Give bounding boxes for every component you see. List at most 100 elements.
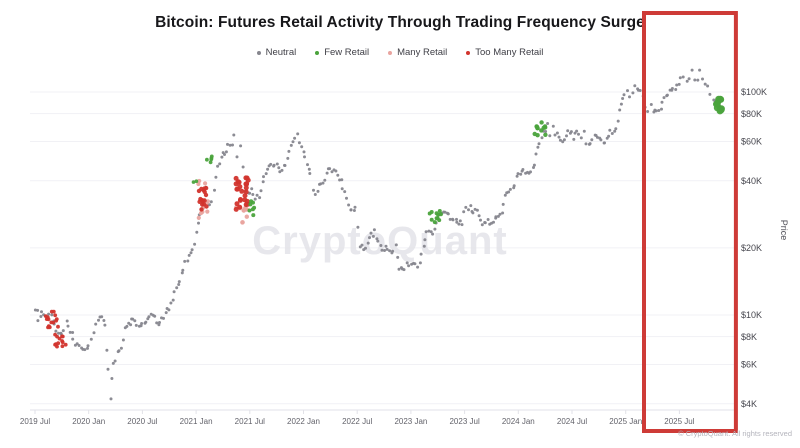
too-many-dot xyxy=(43,314,48,318)
y-tick-label: $6K xyxy=(741,360,757,370)
few-dot xyxy=(543,132,548,137)
neutral-dot xyxy=(293,136,297,140)
neutral-dot xyxy=(328,167,332,171)
neutral-dot xyxy=(384,244,388,248)
neutral-dot xyxy=(540,136,544,140)
neutral-dot xyxy=(187,253,191,257)
neutral-dot xyxy=(89,337,93,341)
neutral-dot xyxy=(610,132,614,135)
neutral-dot xyxy=(670,87,674,90)
too-many-dot xyxy=(54,342,58,347)
neutral-dot xyxy=(319,182,323,186)
neutral-dot xyxy=(162,316,165,320)
neutral-dot xyxy=(616,119,620,123)
neutral-dot xyxy=(275,162,279,166)
few-dot xyxy=(535,125,540,131)
neutral-dot xyxy=(501,202,505,206)
neutral-dot xyxy=(618,108,622,112)
many-dot xyxy=(241,208,247,213)
legend-item-many[interactable]: Many Retail xyxy=(388,47,447,58)
neutral-dot xyxy=(347,203,351,207)
neutral-dot xyxy=(258,196,262,200)
neutral-dot xyxy=(71,331,75,334)
few-dot xyxy=(251,200,255,205)
neutral-dot xyxy=(266,167,270,171)
few-dot xyxy=(535,133,540,138)
legend-item-too-many[interactable]: Too Many Retail xyxy=(466,47,543,58)
neutral-dot xyxy=(296,132,300,136)
few-dot xyxy=(539,120,544,125)
neutral-dot xyxy=(175,286,179,290)
too-many-dot xyxy=(203,192,209,198)
neutral-dot xyxy=(467,208,470,212)
neutral-dot xyxy=(508,187,512,191)
x-tick-label: 2023 Jan xyxy=(394,417,427,426)
neutral-dot xyxy=(235,155,239,159)
x-tick-label: 2021 Jul xyxy=(235,417,265,426)
neutral-dot xyxy=(471,211,475,215)
neutral-dot xyxy=(139,324,143,328)
neutral-dot xyxy=(460,223,464,227)
neutral-dot xyxy=(323,178,327,182)
neutral-dot xyxy=(558,138,562,142)
neutral-dot xyxy=(572,137,576,141)
neutral-dot xyxy=(218,162,222,166)
neutral-dot xyxy=(308,172,312,175)
too-many-dot xyxy=(243,181,249,187)
few-dot xyxy=(247,208,252,213)
neutral-dot xyxy=(253,197,257,201)
x-tick-label: 2022 Jul xyxy=(342,417,372,426)
neutral-dot xyxy=(536,145,540,149)
neutral-dot xyxy=(590,138,594,142)
legend-item-few[interactable]: Few Retail xyxy=(315,47,369,58)
neutral-dot xyxy=(498,212,502,216)
neutral-dot xyxy=(546,122,550,125)
neutral-dot xyxy=(61,329,65,333)
neutral-dot xyxy=(353,205,357,209)
neutral-dot xyxy=(429,230,433,234)
neutral-dot xyxy=(321,181,325,185)
neutral-dot xyxy=(153,314,157,318)
y-tick-label: $80K xyxy=(741,109,762,119)
y-tick-label: $4K xyxy=(741,399,757,409)
neutral-dot xyxy=(220,155,224,159)
neutral-dot xyxy=(250,187,254,191)
neutral-dot xyxy=(71,337,75,341)
neutral-dot xyxy=(303,155,306,159)
neutral-dot xyxy=(167,308,171,312)
y-tick-label: $10K xyxy=(741,310,762,320)
neutral-dot xyxy=(259,189,263,193)
neutral-dot xyxy=(457,222,461,226)
neutral-dot xyxy=(261,180,265,184)
neutral-dot xyxy=(119,346,123,350)
neutral-dot xyxy=(36,308,40,312)
neutral-dot xyxy=(407,264,411,268)
neutral-dot xyxy=(534,152,538,156)
highlight-box xyxy=(642,11,738,433)
neutral-dot xyxy=(181,268,185,272)
few-dot xyxy=(252,205,257,210)
neutral-dot xyxy=(708,92,712,96)
neutral-dot xyxy=(83,348,87,352)
neutral-dot xyxy=(239,144,243,148)
neutral-dot xyxy=(356,225,360,229)
price-axis-label: Price xyxy=(779,220,789,241)
neutral-dot xyxy=(548,134,552,138)
neutral-dot xyxy=(394,243,398,247)
legend-item-label: Many Retail xyxy=(397,47,448,58)
y-tick-label: $20K xyxy=(741,243,762,253)
y-tick-label: $60K xyxy=(741,137,762,147)
legend-item-neutral[interactable]: Neutral xyxy=(256,47,296,58)
x-tick-label: 2020 Jan xyxy=(72,417,105,426)
too-many-dot xyxy=(243,175,249,181)
neutral-dot xyxy=(92,331,96,335)
neutral-dot xyxy=(269,162,273,166)
too-many-dot xyxy=(60,334,64,339)
neutral-dot xyxy=(665,93,669,97)
many-dot xyxy=(205,199,211,204)
neutral-dot xyxy=(231,143,234,147)
neutral-dot xyxy=(223,153,226,156)
too-many-dot xyxy=(237,184,243,190)
